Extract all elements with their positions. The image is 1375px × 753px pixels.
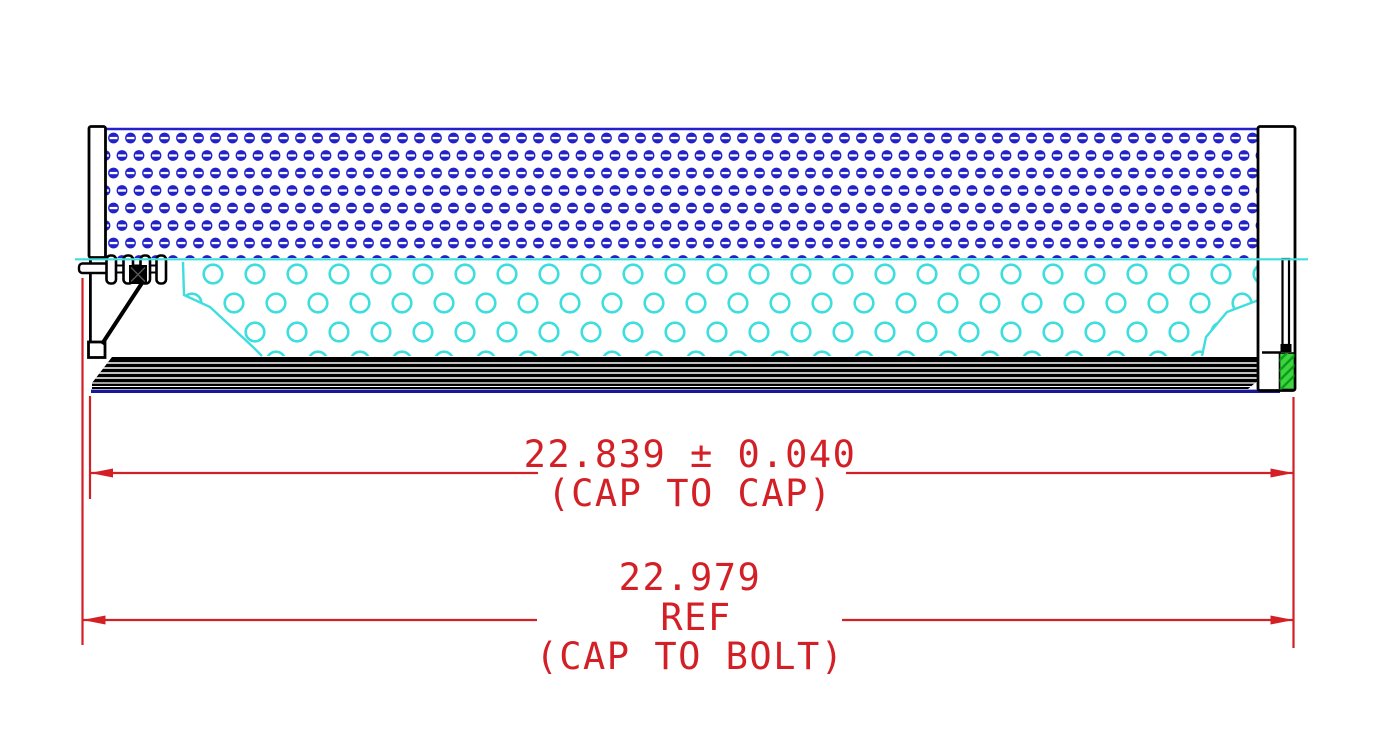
bolt-clevis-prong [155, 254, 168, 285]
dimension-cap-to-bolt: 22.979 REF (CAP TO BOLT) [81, 278, 1295, 678]
bolt-head-hatch [130, 266, 146, 283]
left-cap-plate [87, 125, 107, 259]
gasket-seal-hatch [1279, 353, 1295, 390]
cap-to-bolt-label: (CAP TO BOLT) [535, 635, 844, 678]
bolt-assembly [77, 254, 168, 285]
left-cap-foot [87, 340, 107, 359]
cap-to-cap-label: (CAP TO CAP) [547, 472, 832, 515]
core-break-line-left [181, 261, 263, 357]
outer-shell-perforated [105, 127, 1258, 258]
arrowhead-left [90, 468, 113, 478]
right-cap-core-tube [1281, 257, 1291, 347]
arrowhead-left [82, 615, 106, 625]
left-cap-strut [100, 281, 144, 346]
media-band [91, 357, 1280, 393]
arrowhead-right [1270, 615, 1294, 625]
right-cap-nut-dot [1284, 344, 1291, 352]
shell-perforation-field [105, 130, 1258, 258]
arrowhead-right [1270, 468, 1294, 478]
core-perforation-field [183, 262, 1280, 356]
inner-core-perforated [181, 261, 1282, 357]
bolt-shaft [77, 262, 111, 275]
cap-to-bolt-qualifier: REF [660, 596, 731, 639]
bolt-clevis-prong [105, 254, 118, 285]
cap-to-cap-value: 22.839 ± 0.040 [524, 433, 857, 476]
cap-to-bolt-value: 22.979 [619, 556, 762, 599]
media-band-stripes [92, 362, 1280, 387]
left-end-cap [87, 125, 144, 359]
dimension-cap-to-cap: 22.839 ± 0.040 (CAP TO CAP) [88, 396, 1294, 515]
